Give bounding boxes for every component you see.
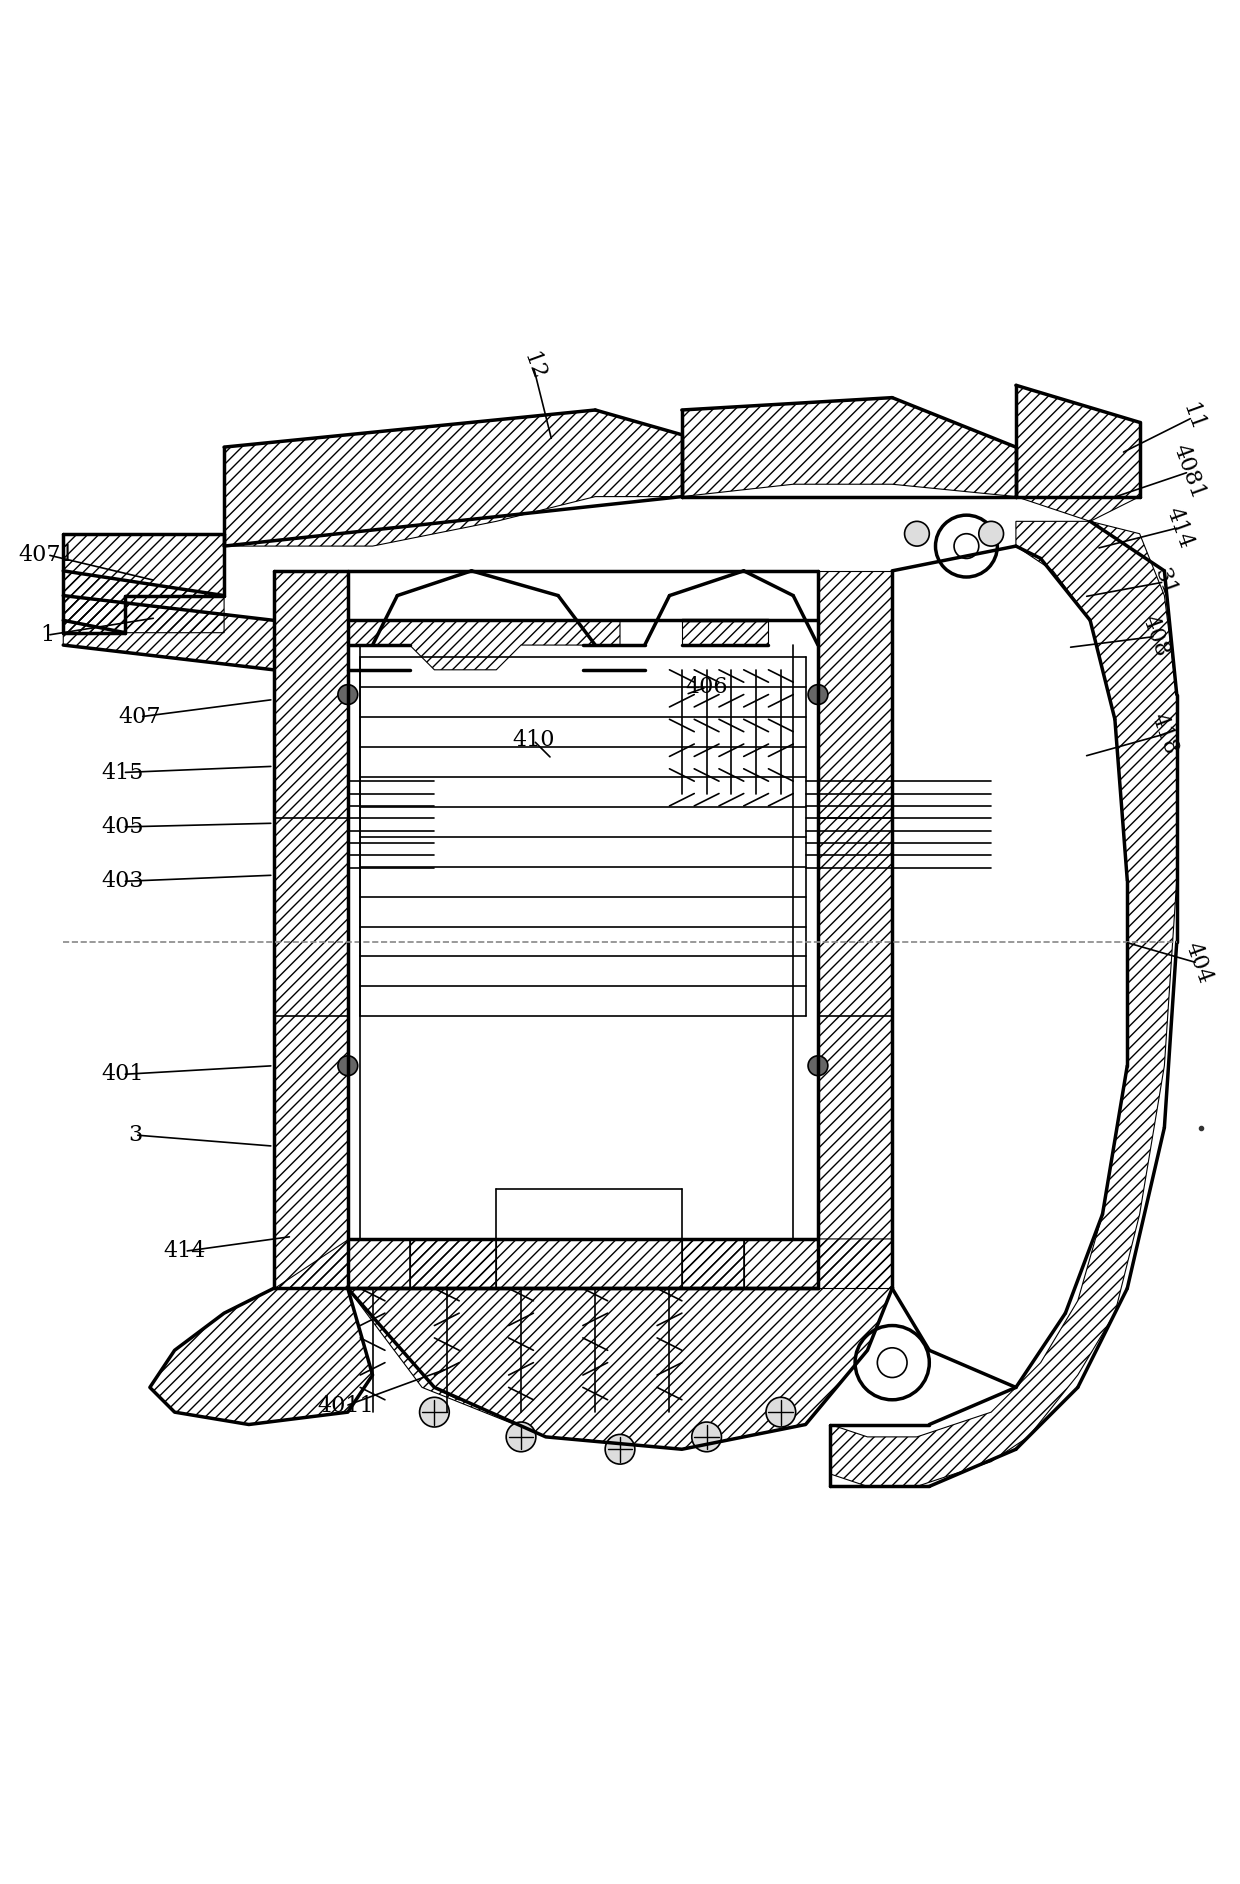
Text: 12: 12: [518, 350, 548, 384]
Circle shape: [904, 522, 929, 546]
Text: 404: 404: [1180, 940, 1215, 987]
Circle shape: [339, 684, 357, 705]
Text: 415: 415: [102, 761, 144, 784]
Text: 3: 3: [128, 1125, 143, 1145]
Text: 408: 408: [1138, 612, 1173, 659]
Text: 31: 31: [1149, 565, 1179, 599]
Circle shape: [808, 1055, 828, 1076]
Circle shape: [339, 1055, 357, 1076]
Text: 405: 405: [102, 816, 144, 838]
Circle shape: [978, 522, 1003, 546]
Circle shape: [419, 1398, 449, 1426]
Text: 406: 406: [686, 676, 728, 699]
Text: 4081: 4081: [1169, 441, 1209, 503]
Text: 11: 11: [1178, 401, 1208, 435]
Text: 414: 414: [164, 1240, 206, 1262]
Text: 418: 418: [1147, 710, 1182, 757]
Text: 401: 401: [102, 1063, 144, 1085]
Circle shape: [506, 1422, 536, 1453]
Circle shape: [605, 1434, 635, 1464]
Text: 1: 1: [40, 624, 55, 646]
Circle shape: [692, 1422, 722, 1453]
Text: 403: 403: [102, 870, 144, 893]
Text: 414: 414: [1162, 503, 1197, 552]
Text: 410: 410: [512, 729, 554, 752]
Text: 4071: 4071: [19, 544, 76, 565]
Circle shape: [766, 1398, 796, 1426]
Text: 4011: 4011: [317, 1394, 373, 1417]
Circle shape: [808, 684, 828, 705]
Text: 407: 407: [119, 706, 161, 727]
